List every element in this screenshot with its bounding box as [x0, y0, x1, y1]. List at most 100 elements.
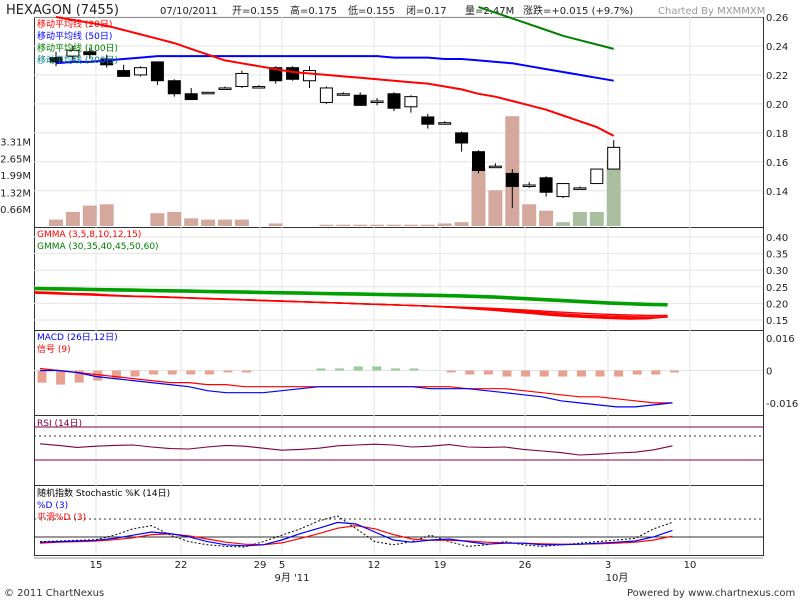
candle-body	[319, 87, 333, 103]
macd-histogram-bar	[186, 370, 196, 375]
macd-histogram-bar	[372, 366, 382, 371]
legend-rsi: RSI (14日)	[37, 418, 82, 429]
candle-body	[286, 67, 300, 80]
gmma-lines	[33, 286, 668, 320]
legend-stoch-sd: 平滑%D (3)	[37, 512, 86, 523]
gmma-y-tick-label: 0.15	[766, 316, 788, 327]
volume-bar	[184, 218, 199, 226]
candle-body	[269, 67, 283, 82]
x-tick-label: 3	[605, 560, 611, 571]
candle-body	[387, 93, 401, 109]
price-panel-frame	[34, 17, 764, 228]
header-open: 开=0.155	[232, 6, 279, 17]
volume-bar	[589, 211, 604, 226]
volume-bar	[572, 211, 587, 226]
charted-by: Charted By MXMMXM	[658, 6, 765, 17]
candle-body	[49, 57, 63, 63]
macd-histogram-bar	[111, 370, 121, 379]
candle-body	[590, 168, 604, 185]
macd-histogram-bar	[614, 370, 624, 377]
ma20-line	[55, 16, 615, 137]
price-y-tick-label: 0.18	[766, 129, 788, 140]
candle-body	[505, 172, 519, 187]
volume-bar	[387, 224, 401, 226]
volume-bar	[488, 190, 503, 226]
volume-y-tick-label: 2.65M	[0, 154, 31, 165]
price-y-tick-label: 0.20	[766, 100, 788, 111]
ma100-line	[478, 5, 614, 50]
candle-body	[235, 72, 249, 88]
macd-histogram-bar	[204, 370, 214, 375]
macd-histogram-bar	[167, 370, 177, 375]
macd-histogram-bar	[37, 370, 47, 383]
ma50-line	[55, 55, 614, 82]
month-label: 10月	[606, 572, 629, 584]
stochastic-series	[34, 515, 763, 548]
x-tick-label: 19	[434, 560, 447, 571]
price-y-tick-label: 0.22	[766, 71, 788, 82]
volume-bar	[150, 213, 165, 226]
macd-histogram-bar	[74, 370, 84, 383]
header-high: 高=0.175	[290, 4, 337, 17]
macd-histogram-bar	[521, 370, 531, 377]
macd-histogram-bar	[56, 370, 66, 385]
stochastic-legend: 随机指数 Stochastic %K (14日) %D (3) 平滑%D (3)	[37, 487, 170, 523]
header-low: 低=0.155	[348, 4, 395, 17]
gmma-y-tick-label: 0.20	[766, 299, 788, 310]
macd-histogram-bar	[335, 368, 345, 371]
macd-histogram-bar	[446, 370, 456, 373]
x-tick-label: 15	[90, 560, 103, 571]
volume-y-tick-label: 1.99M	[0, 171, 31, 182]
price-y-tick-label: 0.16	[766, 158, 788, 169]
volume-bar	[99, 204, 114, 226]
candle-body	[184, 93, 198, 101]
stoch-k-line	[39, 515, 673, 548]
candle-body	[404, 96, 418, 108]
volume-bar	[403, 224, 418, 226]
header-change: 涨跌=+0.015 (+9.7%)	[523, 4, 633, 17]
candle-body	[134, 67, 147, 76]
footer-powered: Powered by www.chartnexus.com	[627, 588, 795, 599]
gmma-long-line	[33, 287, 668, 306]
candle-body	[150, 61, 164, 82]
rsi-line	[39, 443, 673, 456]
candle-body	[66, 49, 80, 57]
volume-bar	[82, 205, 97, 226]
macd-histogram-bar	[130, 370, 140, 377]
stoch-d-line	[39, 521, 673, 547]
price-y-tick-label: 0.26	[766, 13, 788, 24]
candle-body	[353, 94, 367, 106]
volume-bar	[454, 222, 469, 226]
candle-body	[336, 93, 350, 96]
gmma-short-line	[33, 292, 668, 317]
macd-histogram-bar	[409, 368, 419, 371]
candle-body	[167, 80, 181, 95]
macd-legend: MACD (26日,12日) 信号 (9)	[37, 332, 118, 355]
price-y-tick-label: 0.14	[766, 187, 788, 198]
volume-bar	[471, 167, 486, 226]
volume-bar	[606, 159, 621, 226]
macd-histogram-bar	[390, 368, 400, 371]
macd-histogram-bar	[632, 370, 642, 375]
legend-ma100: 移动平均线 (100日)	[37, 42, 118, 54]
footer-copyright: © 2011 ChartNexus	[4, 588, 104, 599]
rsi-series	[34, 426, 763, 461]
legend-macd: MACD (26日,12日)	[37, 332, 118, 343]
legend-signal: 信号 (9)	[37, 343, 71, 355]
rsi-legend: RSI (14日)	[37, 418, 82, 429]
candle-body	[117, 70, 131, 77]
header-close: 闭=0.17	[406, 4, 447, 17]
gmma-y-tick-label: 0.35	[766, 250, 788, 261]
x-tick-label: 5	[279, 560, 285, 571]
gmma-legend: GMMA (3,5,8,10,12,15) GMMA (30,35,40,45,…	[37, 230, 159, 252]
x-tick-label: 12	[368, 560, 381, 571]
macd-series	[37, 366, 679, 408]
price-legend: 移动平均线 (20日) 移动平均线 (50日) 移动平均线 (100日) 移动平…	[37, 18, 118, 66]
candle-body	[252, 86, 266, 89]
header-date: 07/10/2011	[160, 6, 218, 17]
candle-body	[556, 183, 570, 198]
macd-y-tick-label: 0	[766, 366, 772, 377]
volume-bar	[167, 211, 182, 226]
volume-bar	[218, 219, 232, 226]
stochastic-panel-frame	[34, 485, 764, 556]
